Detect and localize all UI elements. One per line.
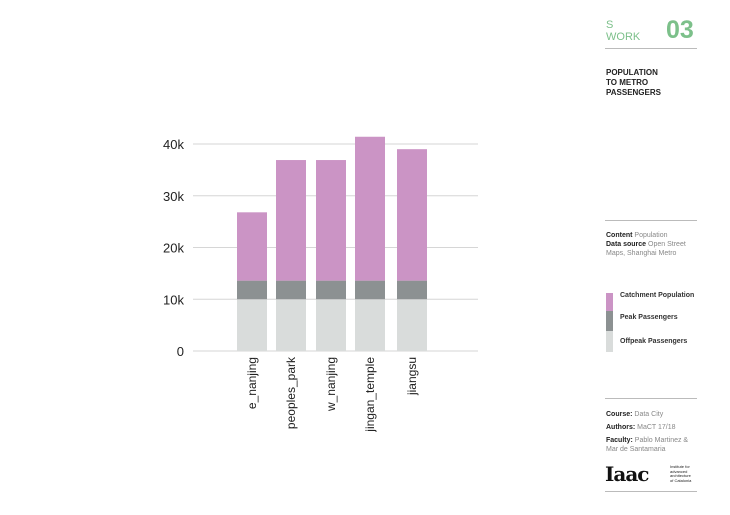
legend-label-catchment: Catchment Population xyxy=(620,292,695,299)
bar-segment-offpeak-passengers xyxy=(237,299,267,351)
y-tick-label: 10k xyxy=(163,292,184,307)
caption-line: advanced xyxy=(670,468,688,474)
title-line: TO METRO xyxy=(606,78,649,87)
iaac-logo: Iaac xyxy=(605,462,649,486)
faculty-value-2: Mar de Santamaria xyxy=(606,446,666,453)
source-label: Data source xyxy=(606,241,647,248)
course-value: Data City xyxy=(634,411,664,418)
x-tick-label: jiangsu xyxy=(405,357,419,396)
bar-segment-peak-passengers xyxy=(276,280,306,300)
title-line: POPULATION xyxy=(606,68,658,77)
y-tick-label: 30k xyxy=(163,189,184,204)
bar-segment-offpeak-passengers xyxy=(316,299,346,351)
divider xyxy=(605,220,697,221)
bar-segment-peak-passengers xyxy=(237,280,267,300)
bar-segment-offpeak-passengers xyxy=(276,299,306,351)
caption-line: architecture xyxy=(670,473,691,478)
course-label: Course: xyxy=(606,411,633,418)
title-line: PASSENGERS xyxy=(606,88,661,97)
authors-label: Authors: xyxy=(606,424,636,431)
bar-segment-catchment-population xyxy=(276,160,306,281)
divider xyxy=(605,48,697,49)
bar-segment-peak-passengers xyxy=(316,280,346,300)
x-tick-label: w_nanjing xyxy=(324,357,338,412)
faculty-value: Pablo Martinez & xyxy=(634,437,689,444)
bar-segment-peak-passengers xyxy=(397,280,427,300)
caption-line: Institute for xyxy=(670,464,690,469)
section-line-2: WORK xyxy=(606,31,641,43)
info-block: Content Population Data source Open Stre… xyxy=(606,231,701,258)
bar-segment-catchment-population xyxy=(316,160,346,281)
x-tick-label: jingan_temple xyxy=(363,357,377,433)
page-title: POPULATION TO METRO PASSENGERS xyxy=(606,68,701,98)
bar-segment-offpeak-passengers xyxy=(397,299,427,351)
y-tick-label: 20k xyxy=(163,241,184,256)
credits-block: Course: Data City Authors: MaCT 17/18 Fa… xyxy=(606,410,701,454)
section-number: 03 xyxy=(666,16,694,44)
caption-line: of Catalonia xyxy=(670,477,692,483)
source-value-2: Maps, Shanghai Metro xyxy=(606,250,677,257)
bar-segment-peak-passengers xyxy=(355,280,385,300)
bar-segment-catchment-population xyxy=(397,149,427,281)
content-label: Content xyxy=(606,232,633,239)
bar-segment-offpeak-passengers xyxy=(355,299,385,351)
legend-swatch-catchment xyxy=(606,293,613,311)
section-label: S WORK xyxy=(606,19,701,43)
iaac-caption: Institute for advanced architecture of C… xyxy=(670,464,692,483)
legend-label-peak: Peak Passengers xyxy=(620,314,678,321)
faculty-label: Faculty: xyxy=(606,437,633,444)
content-value: Population xyxy=(634,232,668,239)
bar-segment-catchment-population xyxy=(237,212,267,281)
y-tick-label: 40k xyxy=(163,137,184,152)
x-tick-label: peoples_park xyxy=(284,356,298,429)
section-line-1: S xyxy=(606,19,614,31)
legend-label-offpeak: Offpeak Passengers xyxy=(620,338,688,345)
y-tick-label: 0 xyxy=(177,344,184,359)
x-tick-label: e_nanjing xyxy=(245,357,259,409)
source-value: Open Street xyxy=(648,241,686,248)
legend-swatch-offpeak xyxy=(606,331,613,352)
authors-value: MaCT 17/18 xyxy=(637,424,676,431)
legend-swatch-peak xyxy=(606,311,613,331)
divider xyxy=(605,491,697,492)
divider xyxy=(605,398,697,399)
bar-segment-catchment-population xyxy=(355,136,385,281)
